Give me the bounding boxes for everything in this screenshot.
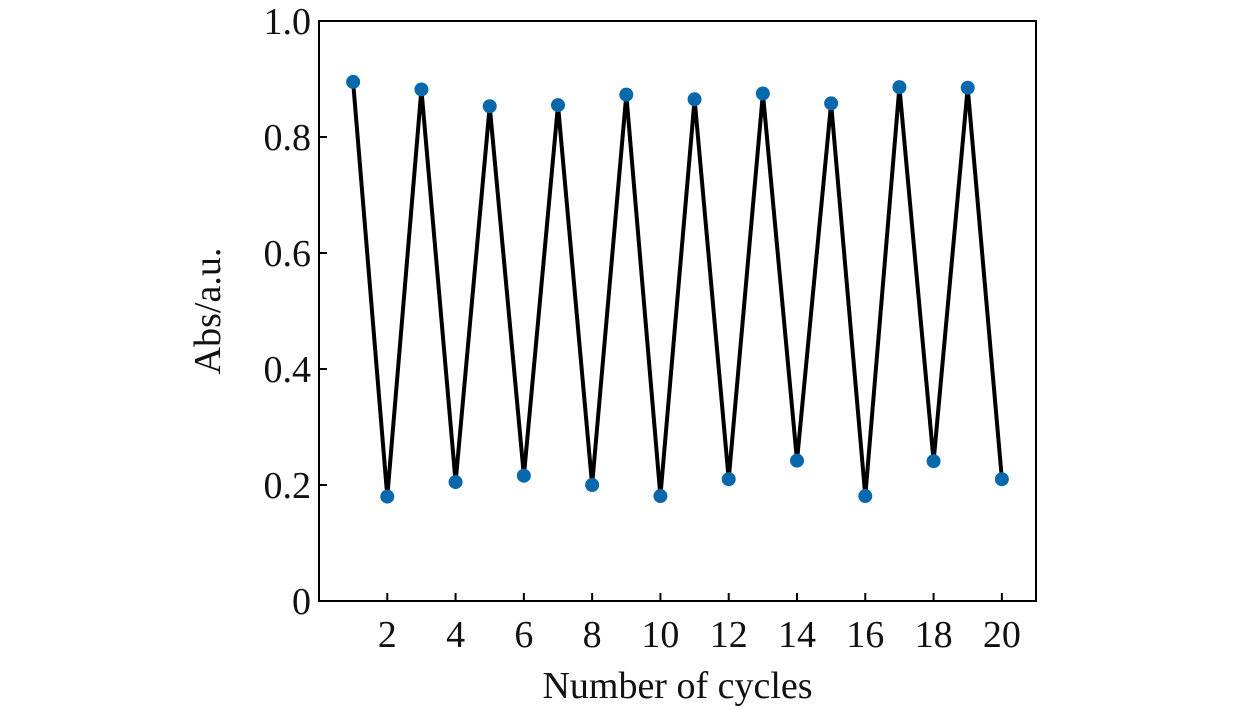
y-tick-label: 0	[292, 581, 311, 623]
data-point	[755, 86, 770, 101]
y-tick-label: 0.8	[264, 117, 312, 159]
x-tick-label: 4	[446, 614, 465, 656]
data-point	[414, 82, 429, 97]
axes	[318, 20, 1037, 602]
data-point	[482, 99, 497, 114]
x-tick-label: 8	[583, 614, 602, 656]
data-point	[858, 489, 873, 504]
series-line	[351, 81, 1004, 497]
data-point	[926, 454, 941, 469]
series-group	[346, 74, 1009, 504]
data-point	[346, 74, 361, 89]
x-axis-label: Number of cycles	[542, 665, 812, 707]
data-point	[380, 489, 395, 504]
x-tick-label: 14	[778, 614, 816, 656]
x-tick-label: 6	[514, 614, 533, 656]
data-point	[653, 489, 668, 504]
data-point	[687, 92, 702, 107]
x-tick-label: 16	[846, 614, 884, 656]
data-point	[585, 478, 600, 492]
x-tick-label: 10	[641, 614, 679, 656]
y-tick-label: 0.6	[264, 233, 312, 275]
x-tick-label: 20	[983, 614, 1021, 656]
data-point	[960, 80, 975, 95]
data-point	[619, 87, 634, 102]
data-point	[994, 472, 1009, 487]
x-tick-label: 18	[915, 614, 953, 656]
x-axis-ticks: 2 4 6 8 10 12 14 16 18 20	[378, 593, 1021, 656]
y-tick-label: 1.0	[264, 1, 312, 43]
x-tick-label: 12	[710, 614, 748, 656]
y-axis-ticks: 0 0.2 0.4 0.6 0.8 1.0	[264, 1, 327, 623]
x-tick-label: 2	[378, 614, 397, 656]
data-point	[551, 98, 565, 113]
data-point	[892, 80, 907, 95]
data-point	[721, 472, 736, 487]
data-point	[516, 468, 531, 483]
data-point	[824, 96, 839, 111]
y-axis-label: Abs/a.u.	[187, 248, 229, 375]
y-tick-label: 0.4	[264, 349, 312, 391]
y-tick-label: 0.2	[264, 465, 312, 507]
plot-frame	[318, 20, 1037, 602]
data-point	[790, 453, 804, 468]
data-point	[448, 475, 463, 490]
